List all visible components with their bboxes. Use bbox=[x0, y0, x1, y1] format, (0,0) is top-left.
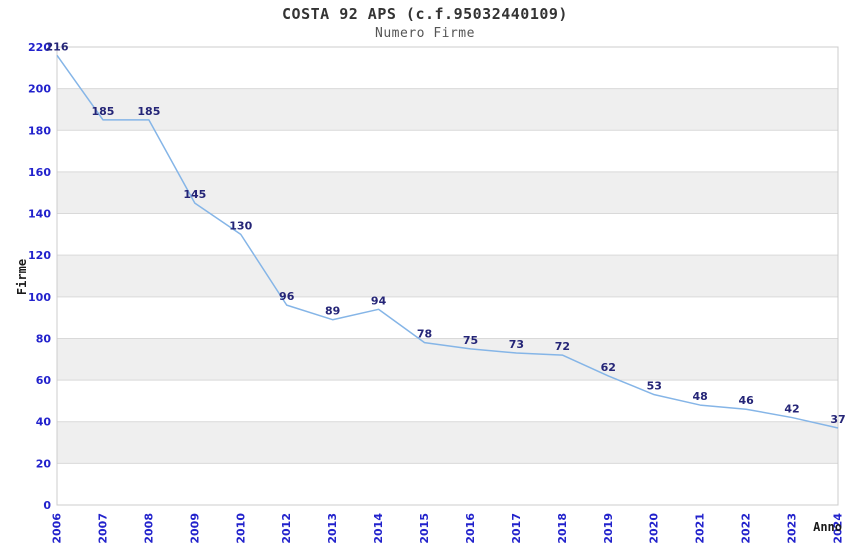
x-tick-label: 2007 bbox=[96, 513, 109, 544]
data-point-label: 37 bbox=[830, 413, 845, 426]
data-point-label: 48 bbox=[693, 390, 708, 403]
data-point-label: 53 bbox=[647, 380, 662, 393]
data-point-label: 145 bbox=[183, 188, 206, 201]
data-point-label: 89 bbox=[325, 305, 340, 318]
x-tick-label: 2022 bbox=[740, 513, 753, 544]
x-tick-label: 2010 bbox=[234, 513, 247, 544]
data-point-label: 42 bbox=[784, 403, 799, 416]
x-tick-label: 2012 bbox=[280, 513, 293, 544]
data-point-label: 72 bbox=[555, 340, 570, 353]
y-tick-label: 100 bbox=[28, 291, 51, 304]
data-point-label: 185 bbox=[91, 105, 114, 118]
y-tick-label: 20 bbox=[36, 457, 52, 470]
y-tick-label: 140 bbox=[28, 208, 51, 221]
plot-band bbox=[57, 171, 838, 214]
y-tick-label: 40 bbox=[36, 416, 52, 429]
data-point-label: 75 bbox=[463, 334, 478, 347]
series-line bbox=[56, 54, 839, 429]
x-axis-title: Anno bbox=[813, 520, 842, 534]
plot-band bbox=[57, 88, 838, 131]
data-point-label: 185 bbox=[137, 105, 160, 118]
y-tick-label: 0 bbox=[43, 499, 51, 512]
plot-band bbox=[57, 255, 838, 297]
x-tick-label: 2024 bbox=[832, 513, 845, 544]
x-tick-label: 2008 bbox=[142, 513, 155, 544]
x-tick-label: 2020 bbox=[648, 513, 661, 544]
data-point-label: 130 bbox=[229, 219, 252, 232]
y-tick-label: 120 bbox=[28, 249, 51, 262]
data-point-label: 73 bbox=[509, 338, 524, 351]
chart-title: COSTA 92 APS (c.f.95032440109) bbox=[282, 5, 568, 23]
y-axis-title: Firme bbox=[15, 258, 29, 296]
x-tick-label: 2017 bbox=[510, 513, 523, 544]
y-tick-label: 60 bbox=[36, 374, 52, 387]
x-tick-label: 2021 bbox=[694, 513, 707, 544]
y-tick-label: 80 bbox=[36, 332, 52, 345]
x-tick-label: 2016 bbox=[464, 513, 477, 544]
plot-band bbox=[57, 421, 838, 464]
x-tick-label: 2018 bbox=[556, 513, 569, 544]
data-point-label: 216 bbox=[46, 40, 69, 53]
x-tick-label: 2019 bbox=[602, 513, 615, 544]
x-tick-label: 2006 bbox=[51, 513, 64, 544]
x-tick-label: 2013 bbox=[326, 513, 339, 544]
x-tick-label: 2009 bbox=[188, 513, 201, 544]
x-tick-label: 2014 bbox=[372, 513, 385, 544]
x-tick-label: 2023 bbox=[786, 513, 799, 544]
data-point-label: 96 bbox=[279, 290, 295, 303]
y-tick-label: 220 bbox=[28, 41, 51, 54]
y-tick-label: 160 bbox=[28, 166, 51, 179]
data-point-label: 46 bbox=[738, 394, 754, 407]
data-point-label: 62 bbox=[601, 361, 616, 374]
y-tick-label: 200 bbox=[28, 83, 51, 96]
plot-border bbox=[56, 46, 839, 506]
chart-subtitle: Numero Firme bbox=[375, 26, 475, 41]
plot-band bbox=[57, 338, 838, 381]
data-point-label: 94 bbox=[371, 294, 387, 307]
y-tick-label: 180 bbox=[28, 124, 51, 137]
x-tick-label: 2015 bbox=[418, 513, 431, 544]
data-point-label: 78 bbox=[417, 328, 432, 341]
